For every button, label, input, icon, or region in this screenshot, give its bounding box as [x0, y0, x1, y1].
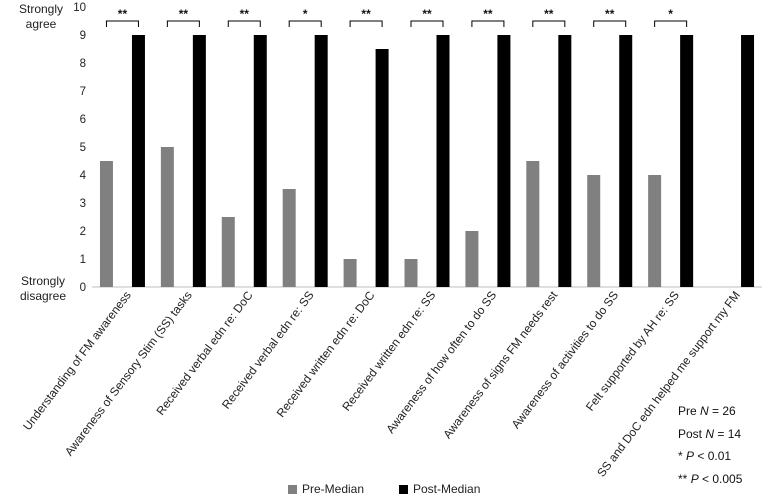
y-tick-label: 3: [80, 198, 86, 210]
legend-item-pre-median: Pre-Median: [288, 482, 364, 496]
bars: [99, 35, 755, 287]
category-label: Received written edn re: DoC: [274, 288, 378, 420]
pre-median-bar: [526, 161, 540, 287]
significance-marker: **: [361, 7, 371, 21]
category-label: Awareness of how often to do SS: [383, 288, 499, 436]
post-n-note: Post N = 14: [678, 427, 742, 441]
significance-note-1: * P < 0.01: [678, 449, 732, 463]
post-median-bar: [253, 35, 267, 287]
legend-label-pre: Pre-Median: [302, 482, 365, 496]
significance-bracket: [227, 20, 261, 27]
significance-bracket: [410, 20, 444, 27]
post-median-bar: [131, 35, 145, 287]
pre-median-bar: [282, 189, 296, 287]
y-tick-label: 4: [80, 170, 87, 182]
significance-note-2: ** P < 0.005: [678, 472, 743, 486]
pre-median-bar: [587, 175, 601, 287]
post-median-bar: [375, 49, 389, 287]
significance-marker: **: [422, 7, 432, 21]
post-median-bar: [680, 35, 694, 287]
significance-bracket: [471, 20, 505, 27]
y-tick-label: 7: [80, 86, 86, 98]
y-tick-label: 0: [80, 282, 86, 294]
y-axis-ticks: 0 1 2 3 4 5 6 7 8 9 10: [73, 2, 86, 294]
y-top-label-line2: agree: [26, 17, 57, 31]
significance-bracket: [532, 20, 566, 27]
y-tick-label: 6: [80, 114, 86, 126]
post-median-bar: [741, 35, 755, 287]
pre-n-note: Pre N = 26: [678, 404, 736, 418]
pre-median-bar: [221, 217, 235, 287]
y-bottom-label-line1: Strongly: [21, 274, 65, 288]
post-median-bar: [192, 35, 206, 287]
significance-bracket: [654, 20, 688, 27]
significance-marker: **: [483, 7, 493, 21]
y-tick-label: 5: [80, 142, 86, 154]
legend-swatch-pre: [288, 484, 297, 494]
post-median-bar: [314, 35, 328, 287]
significance-bracket: [593, 20, 627, 27]
category-label: Understanding of FM awareness: [20, 288, 134, 433]
post-median-bar: [497, 35, 511, 287]
category-label: Awareness of activities to do SS: [509, 288, 622, 431]
category-label: Awareness of signs FM needs rest: [440, 288, 560, 441]
pre-median-bar: [343, 259, 357, 287]
significance-bracket: [288, 20, 322, 27]
pre-median-bar: [648, 175, 662, 287]
y-bottom-label-line2: disagree: [20, 289, 66, 303]
significance-marker: **: [118, 7, 128, 21]
post-median-bar: [558, 35, 572, 287]
significance-bracket: [349, 20, 383, 27]
y-tick-label: 8: [80, 58, 86, 70]
significance-marker: *: [668, 7, 673, 21]
y-tick-label: 2: [80, 226, 86, 238]
significance-brackets: ** ** ** * ** ** ** ** ** *: [105, 7, 688, 27]
significance-bracket: [105, 20, 139, 27]
pre-median-bar: [160, 147, 174, 287]
y-tick-label: 9: [80, 30, 86, 42]
category-label: Awareness of Sensory Stim (SS) tasks: [62, 288, 195, 458]
post-median-bar: [619, 35, 633, 287]
significance-marker: **: [544, 7, 554, 21]
significance-marker: **: [240, 7, 250, 21]
legend-item-post-median: Post-Median: [399, 482, 480, 496]
pre-median-bar: [404, 259, 418, 287]
y-top-label-line1: Strongly: [19, 2, 63, 16]
significance-bracket: [166, 20, 200, 27]
post-median-bar: [436, 35, 450, 287]
legend-label-post: Post-Median: [413, 482, 481, 496]
legend-swatch-post: [399, 484, 408, 494]
y-tick-label: 1: [80, 254, 86, 266]
y-tick-label: 10: [73, 2, 86, 14]
pre-median-bar: [99, 161, 113, 287]
significance-marker: **: [179, 7, 189, 21]
pre-median-bar: [465, 231, 479, 287]
significance-marker: **: [605, 7, 615, 21]
significance-marker: *: [303, 7, 308, 21]
